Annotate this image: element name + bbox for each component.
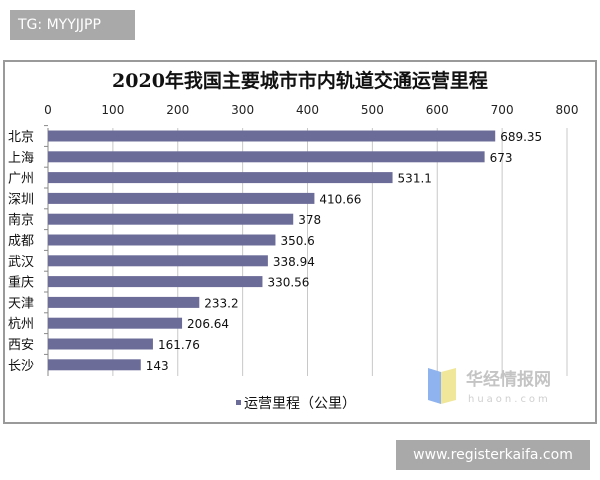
bar-西安: [48, 338, 153, 350]
data-label: 531.1: [398, 172, 432, 186]
category-label: 长沙: [8, 359, 34, 374]
watermark-tag: TG: MYYJJPP: [10, 10, 135, 40]
bar-北京: [48, 130, 496, 142]
data-label: 410.66: [319, 192, 361, 206]
bar-天津: [48, 296, 200, 308]
bar-重庆: [48, 276, 263, 288]
x-tick-label: 800: [556, 103, 579, 117]
bar-南京: [48, 213, 294, 225]
bar-武汉: [48, 255, 268, 267]
data-label: 161.76: [158, 338, 200, 352]
category-label: 上海: [8, 151, 34, 166]
logo-icon-right: [441, 368, 456, 404]
bar-成都: [48, 234, 276, 246]
category-label: 武汉: [8, 255, 34, 270]
legend-swatch: [236, 400, 241, 405]
category-label: 天津: [8, 296, 34, 311]
data-label: 330.56: [267, 276, 309, 290]
x-tick-label: 400: [296, 103, 319, 117]
legend-label: 运营里程（公里）: [244, 396, 356, 412]
category-label: 深圳: [8, 192, 34, 207]
logo-icon-left: [428, 368, 441, 404]
category-label: 北京: [8, 130, 34, 145]
x-tick-label: 600: [426, 103, 449, 117]
category-label: 重庆: [8, 275, 34, 291]
x-tick-label: 500: [361, 103, 384, 117]
data-label: 338.94: [273, 255, 315, 269]
category-label: 南京: [8, 212, 34, 228]
bar-广州: [48, 172, 393, 184]
data-label: 233.2: [204, 296, 238, 310]
logo-text: 华经情报网: [466, 369, 551, 390]
data-label: 689.35: [500, 130, 542, 144]
category-label: 成都: [8, 234, 34, 249]
logo-subtext: huaon.com: [468, 394, 551, 405]
category-label: 杭州: [8, 317, 34, 332]
category-label: 西安: [8, 338, 34, 353]
x-tick-label: 300: [231, 103, 254, 117]
bar-长沙: [48, 359, 141, 371]
data-label: 350.6: [280, 234, 314, 248]
bar-深圳: [48, 192, 315, 204]
x-tick-label: 700: [491, 103, 514, 117]
chart-title: 2020年我国主要城市市内轨道交通运营里程: [112, 69, 488, 92]
bar-杭州: [48, 317, 183, 329]
x-tick-label: 200: [166, 103, 189, 117]
x-tick-label: 100: [101, 103, 124, 117]
data-label: 206.64: [187, 317, 229, 331]
site-label[interactable]: www.registerkaifa.com: [396, 440, 590, 470]
bar-上海: [48, 151, 485, 163]
data-label: 143: [146, 359, 169, 373]
data-label: 673: [490, 151, 513, 165]
x-tick-label: 0: [44, 103, 52, 117]
category-label: 广州: [8, 172, 34, 187]
data-label: 378: [298, 213, 321, 227]
